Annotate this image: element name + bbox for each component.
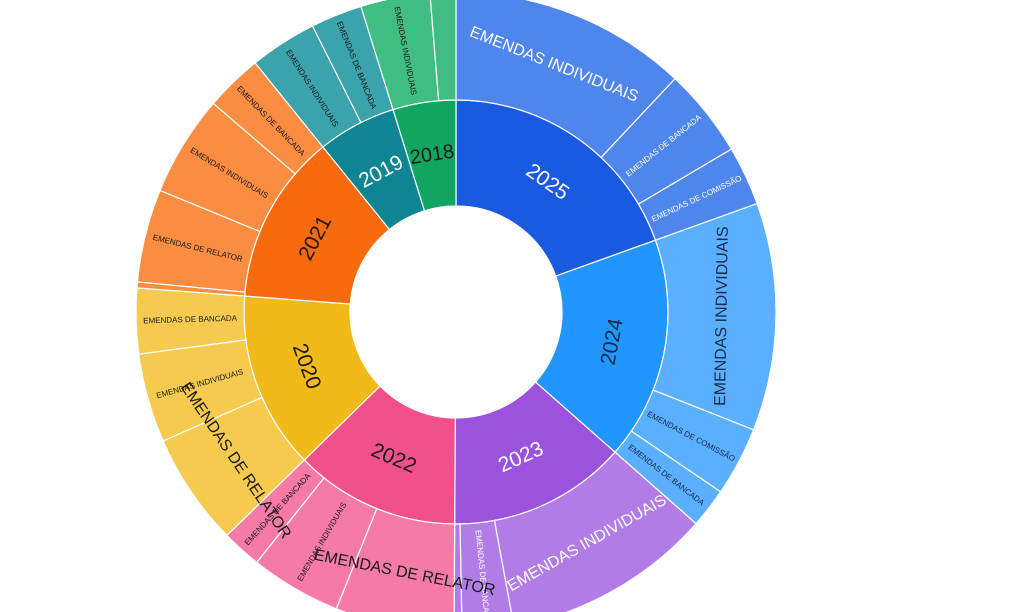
segment-2023-other[interactable] [453,523,463,612]
segment-2018-other[interactable] [429,0,457,102]
label-2024-emendas-individuais: EMENDAS INDIVIDUAIS [712,226,732,406]
label-2020-emendas-de-bancada: EMENDAS DE BANCADA [143,314,238,326]
segment-2023-emendas-individuais[interactable] [493,451,697,612]
